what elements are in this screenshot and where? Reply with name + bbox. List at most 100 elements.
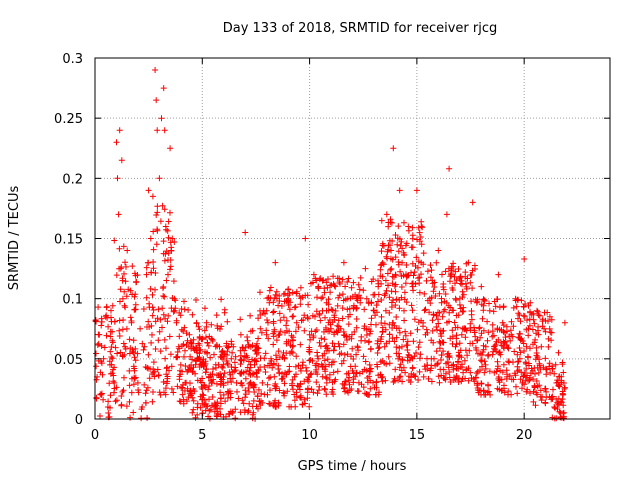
data-point xyxy=(121,288,128,295)
data-point xyxy=(501,382,507,389)
data-point xyxy=(340,259,347,266)
data-point xyxy=(254,393,261,399)
data-point xyxy=(219,364,226,371)
data-point xyxy=(292,363,299,370)
y-tick-label: 0.25 xyxy=(54,112,83,127)
data-point xyxy=(539,393,546,400)
data-point xyxy=(427,274,434,281)
data-point xyxy=(177,312,184,319)
data-point xyxy=(217,411,224,418)
data-point xyxy=(114,175,121,182)
data-point xyxy=(478,301,485,308)
data-point xyxy=(186,331,193,338)
data-point xyxy=(218,296,225,303)
data-points xyxy=(92,67,568,422)
data-point xyxy=(233,379,240,386)
y-tick-label: 0.2 xyxy=(62,172,83,187)
data-point xyxy=(512,372,519,379)
data-point xyxy=(185,307,192,313)
data-point xyxy=(315,363,322,370)
data-point xyxy=(331,312,338,319)
data-point xyxy=(455,352,462,359)
data-point xyxy=(487,391,494,398)
data-point xyxy=(504,373,510,380)
x-tick-label: 5 xyxy=(198,428,206,443)
data-point xyxy=(189,394,196,401)
data-point xyxy=(440,281,447,287)
data-point xyxy=(404,357,411,364)
data-point xyxy=(414,326,421,333)
data-point xyxy=(555,373,562,380)
data-point xyxy=(534,308,541,315)
data-point xyxy=(244,409,251,416)
data-point xyxy=(121,270,127,277)
data-point xyxy=(499,319,506,326)
data-point xyxy=(478,330,485,337)
data-point xyxy=(454,358,461,365)
data-point xyxy=(391,338,398,345)
data-point xyxy=(508,391,515,398)
data-point xyxy=(400,249,407,256)
data-point xyxy=(456,275,463,282)
data-point xyxy=(457,305,464,312)
data-point xyxy=(449,362,455,369)
data-point xyxy=(480,296,487,303)
data-point xyxy=(463,367,470,374)
data-point xyxy=(162,385,169,392)
data-point xyxy=(165,234,172,241)
data-point xyxy=(155,306,162,313)
data-point xyxy=(245,358,252,365)
data-point xyxy=(121,302,128,309)
data-point xyxy=(226,388,233,395)
data-point xyxy=(384,270,391,277)
data-point xyxy=(413,254,420,261)
data-point xyxy=(122,259,128,266)
data-point xyxy=(395,377,402,384)
data-point xyxy=(379,240,386,247)
data-point xyxy=(436,379,443,386)
data-point xyxy=(441,375,448,382)
data-point xyxy=(541,325,548,332)
data-point xyxy=(192,414,199,421)
data-point xyxy=(102,313,109,320)
data-point xyxy=(513,303,520,310)
data-point xyxy=(551,370,558,377)
data-point xyxy=(220,391,227,398)
data-point xyxy=(368,278,375,285)
data-point xyxy=(340,385,347,392)
data-point xyxy=(523,365,530,372)
data-point xyxy=(368,299,375,306)
data-point xyxy=(310,271,317,278)
data-point xyxy=(357,274,364,281)
data-point xyxy=(238,357,245,364)
data-point xyxy=(324,356,331,363)
data-point xyxy=(120,317,127,323)
data-point xyxy=(262,369,269,375)
data-point xyxy=(118,393,125,399)
data-point xyxy=(149,331,155,338)
data-point xyxy=(442,376,449,383)
data-point xyxy=(514,368,521,375)
data-point xyxy=(150,389,156,395)
data-point xyxy=(344,295,351,302)
data-point xyxy=(453,277,460,284)
data-point xyxy=(438,299,445,306)
data-point xyxy=(228,338,235,345)
data-point xyxy=(421,307,428,314)
data-point xyxy=(533,330,540,337)
data-point xyxy=(411,269,418,276)
data-point xyxy=(225,361,231,368)
data-point xyxy=(257,402,264,408)
data-point xyxy=(143,271,150,278)
data-point xyxy=(160,379,167,385)
data-point xyxy=(232,406,239,413)
data-point xyxy=(257,325,264,332)
data-point xyxy=(387,216,394,223)
data-point xyxy=(334,302,341,309)
data-point xyxy=(440,348,447,355)
data-point xyxy=(111,379,118,386)
data-point xyxy=(355,281,362,288)
data-point xyxy=(459,361,465,368)
data-point xyxy=(119,295,126,302)
data-point xyxy=(468,311,475,318)
